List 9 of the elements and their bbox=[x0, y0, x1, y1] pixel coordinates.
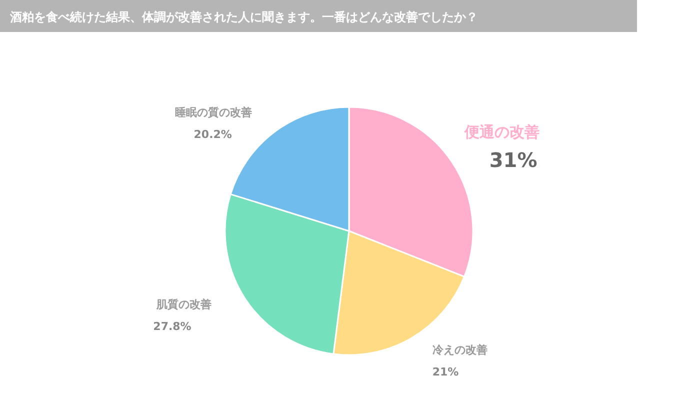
data-label: 20.2% bbox=[194, 128, 232, 142]
data-label: 31% bbox=[489, 148, 538, 172]
slice-label: 肌質の改善 bbox=[155, 298, 212, 312]
data-label: 21% bbox=[432, 366, 459, 379]
slice-label: 睡眠の質の改善 bbox=[174, 106, 252, 120]
chart-title: 酒粕を食べ続けた結果、体調が改善された人に聞きます。一番はどんな改善でしたか？ bbox=[9, 10, 478, 24]
slice-label: 便通の改善 bbox=[463, 122, 540, 141]
data-label: 27.8% bbox=[153, 320, 192, 334]
slice-label: 冷えの改善 bbox=[432, 344, 488, 357]
